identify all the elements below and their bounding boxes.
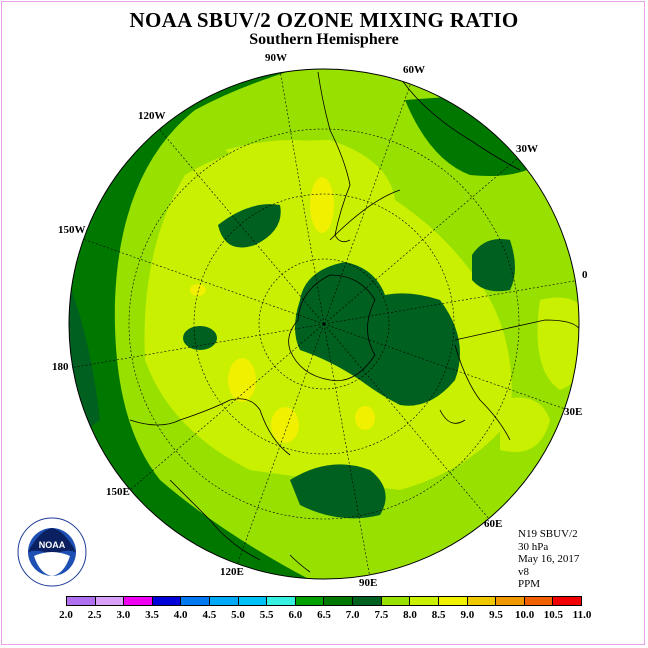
info-date: May 16, 2017 <box>518 553 580 565</box>
colorbar-swatch <box>466 596 496 606</box>
lon-label-60e: 60E <box>484 518 502 530</box>
colorbar-swatch <box>523 596 553 606</box>
coastlines <box>129 69 579 573</box>
blob-c <box>183 326 217 350</box>
contour-8.5-9-e <box>190 284 206 296</box>
lon-label-180: 180 <box>52 361 69 373</box>
info-version: v8 <box>518 565 529 578</box>
info-instrument: N19 SBUV/2 <box>518 528 578 540</box>
colorbar-tick-label: 3.5 <box>145 609 159 621</box>
colorbar-tick-label: 10.5 <box>543 609 563 621</box>
lon-label-90e: 90E <box>359 577 377 589</box>
colorbar-swatch <box>323 596 353 606</box>
contour-8.5-9-d <box>355 406 375 430</box>
ozone-field <box>69 69 579 579</box>
info-units: PPM <box>518 578 541 590</box>
colorbar-tick-label: 8.0 <box>403 609 417 621</box>
colorbar-swatch <box>380 596 410 606</box>
colorbar-swatch <box>151 596 181 606</box>
contour-8.5-9-a <box>310 177 334 233</box>
colorbar <box>66 596 582 606</box>
colorbar-tick-label: 9.5 <box>489 609 503 621</box>
info-level: 30 hPa <box>518 540 549 553</box>
colorbar-swatch <box>123 596 152 606</box>
contour-8.5-9-c <box>271 407 299 443</box>
lon-label-60w: 60W <box>403 64 425 76</box>
colorbar-tick-label: 7.0 <box>345 609 360 621</box>
colorbar-tick-label: 3.0 <box>116 609 131 621</box>
contour-6.5-7-outer <box>69 69 330 579</box>
svg-text:NOAA: NOAA <box>39 540 66 550</box>
colorbar-tick-label: 11.0 <box>572 609 592 621</box>
colorbar-tick-label: 6.5 <box>317 609 331 621</box>
colorbar-tick-label: 8.5 <box>431 609 446 621</box>
colorbar-swatch <box>352 596 381 606</box>
blob-b <box>472 239 515 292</box>
lon-label-120w: 120W <box>138 110 166 122</box>
colorbar-tick-label: 6.0 <box>288 609 303 621</box>
contour-8-8.5-se <box>500 397 550 452</box>
contour-8-8.5-north <box>225 140 340 171</box>
colorbar-swatch <box>94 596 124 606</box>
lon-label-0: 0 <box>582 269 588 281</box>
polar-vortex <box>295 262 460 406</box>
map-boundary <box>68 68 580 580</box>
colorbar-tick-label: 4.5 <box>202 609 217 621</box>
colorbar-swatch <box>437 596 467 606</box>
colorbar-tick-label: 2.5 <box>87 609 102 621</box>
lon-label-30w: 30W <box>516 143 538 155</box>
colorbar-tick-label: 9.0 <box>460 609 475 621</box>
colorbar-tick-label: 2.0 <box>59 609 73 621</box>
lon-label-120e: 120E <box>220 566 244 578</box>
blob-d <box>290 464 386 519</box>
colorbar-swatch <box>209 596 238 606</box>
colorbar-swatch <box>294 596 324 606</box>
map-title: NOAA SBUV/2 OZONE MIXING RATIO <box>129 8 519 32</box>
map-subtitle: Southern Hemisphere <box>249 31 399 48</box>
lon-label-90w: 90W <box>265 52 287 64</box>
colorbar-tick-label: 10.0 <box>515 609 535 621</box>
colorbar-swatch <box>266 596 295 606</box>
info-block: N19 SBUV/2 30 hPa May 16, 2017 v8 PPM <box>518 528 579 591</box>
colorbar-tick-label: 7.5 <box>374 609 389 621</box>
colorbar-swatch <box>552 596 582 606</box>
colorbar-tick-label: 4.0 <box>173 609 188 621</box>
colorbar-swatch <box>409 596 438 606</box>
lon-label-30e: 30E <box>564 406 582 418</box>
blob-a <box>218 204 281 248</box>
colorbar-tick-label: 5.5 <box>259 609 274 621</box>
noaa-logo: NOAA <box>17 517 87 587</box>
colorbar-swatch <box>237 596 267 606</box>
colorbar-tick-label: 5.0 <box>231 609 245 621</box>
contour-8.5-9-b <box>228 358 256 402</box>
colorbar-swatch <box>495 596 524 606</box>
lon-label-150w: 150W <box>58 224 86 236</box>
lon-label-150e: 150E <box>106 486 130 498</box>
graticule <box>69 69 579 579</box>
colorbar-swatch <box>66 596 95 606</box>
colorbar-swatch <box>180 596 210 606</box>
